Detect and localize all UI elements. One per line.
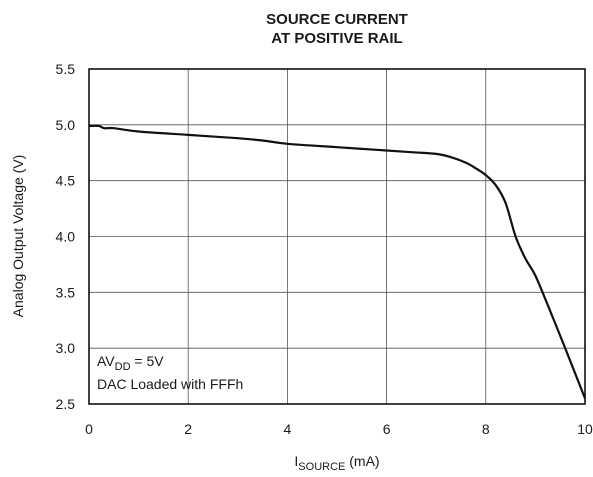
x-tick-labels: 0 2 4 6 8 10: [85, 421, 593, 437]
x-tick-label: 6: [383, 421, 391, 437]
chart-title-line2: AT POSITIVE RAIL: [271, 30, 402, 47]
y-tick-label: 3.0: [56, 340, 76, 356]
annotation-av: AV: [97, 353, 115, 369]
x-tick-label: 4: [284, 421, 292, 437]
x-axis-label: ISOURCE (mA): [294, 453, 379, 473]
annotation-line2: DAC Loaded with FFFh: [97, 376, 243, 392]
y-tick-label: 4.0: [56, 229, 76, 245]
x-axis-label-sub: SOURCE: [298, 461, 345, 473]
y-tick-label: 2.5: [56, 396, 76, 412]
annotation-value: = 5V: [131, 353, 165, 369]
y-tick-labels: 2.5 3.0 3.5 4.0 4.5 5.0 5.5: [56, 61, 76, 412]
annotation-line1: AVDD = 5V: [97, 353, 164, 373]
y-tick-label: 5.5: [56, 61, 76, 77]
annotation-dd: DD: [115, 361, 131, 373]
plot-frame: [88, 68, 586, 405]
x-tick-label: 10: [577, 421, 593, 437]
x-tick-label: 0: [85, 421, 93, 437]
y-tick-label: 3.5: [56, 284, 76, 300]
y-tick-label: 5.0: [56, 117, 76, 133]
y-tick-label: 4.5: [56, 173, 76, 189]
x-axis-label-unit: (mA): [345, 453, 379, 469]
y-axis-label: Analog Output Voltage (V): [10, 155, 26, 318]
x-tick-label: 2: [184, 421, 192, 437]
x-tick-label: 8: [482, 421, 490, 437]
chart-title-line1: SOURCE CURRENT: [266, 11, 408, 28]
series-line: [88, 124, 587, 399]
x-axis-label-main: I: [294, 453, 298, 469]
